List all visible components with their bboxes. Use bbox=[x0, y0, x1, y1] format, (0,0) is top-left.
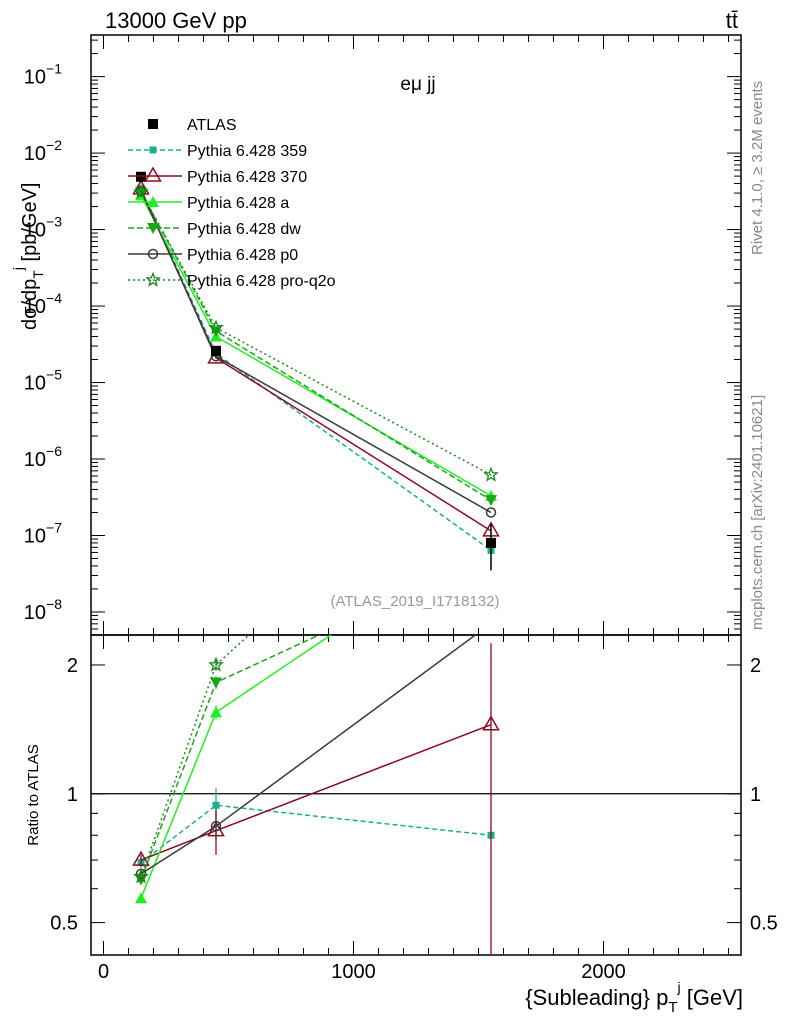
ratio-series-layer bbox=[91, 408, 741, 955]
header-process: tt̄ bbox=[726, 8, 738, 33]
y-tick-label: 10−6 bbox=[24, 443, 62, 471]
main-x-ticks bbox=[103, 35, 729, 635]
ratio-point-2 bbox=[210, 706, 222, 718]
ratio-y-tick-label: 1 bbox=[67, 784, 78, 806]
series-point-5 bbox=[133, 183, 149, 199]
ratio-point-3 bbox=[210, 677, 222, 689]
y-tick-exponent: −7 bbox=[46, 519, 62, 535]
y-tick-label: 10−8 bbox=[24, 596, 62, 624]
legend-label-5: Pythia 6.428 pro-q2o bbox=[187, 273, 336, 290]
series-line-4 bbox=[140, 190, 492, 514]
rivet-label: Rivet 4.1.0, ≥ 3.2M events bbox=[749, 81, 766, 255]
y-tick-exponent: −5 bbox=[46, 367, 62, 383]
y-tick-exponent: −4 bbox=[46, 290, 62, 306]
series-line-0 bbox=[140, 188, 492, 551]
legend-marker-2 bbox=[147, 196, 159, 207]
ratio-x-ticks: 0 1000 2000 bbox=[98, 635, 729, 983]
ratio-point-4 bbox=[487, 619, 496, 628]
ratio-point-1 bbox=[482, 715, 500, 731]
legend-label-1: Pythia 6.428 370 bbox=[187, 169, 307, 186]
legend-label-0: Pythia 6.428 359 bbox=[187, 143, 307, 160]
mcplots-label: mcplots.cern.ch [arXiv:2401.10621] bbox=[749, 395, 766, 630]
ratio-y-tick-label-right: 0.5 bbox=[750, 913, 778, 935]
x-tick-label: 0 bbox=[98, 961, 109, 983]
y-tick-label: 10−7 bbox=[24, 519, 62, 547]
ratio-point-2 bbox=[135, 892, 147, 904]
ratio-y-ticks: 0.5 0.5 1 1 2 2 bbox=[50, 655, 778, 935]
ratio-line-2 bbox=[140, 635, 333, 899]
legend-marker-5 bbox=[145, 271, 161, 287]
y-tick-exponent: −2 bbox=[46, 137, 62, 153]
y-tick-exponent: −3 bbox=[46, 214, 62, 230]
data-point bbox=[136, 171, 146, 182]
x-tick-label: 1000 bbox=[331, 961, 376, 983]
ratio-point-5 bbox=[208, 656, 224, 672]
ratio-y-axis-label: Ratio to ATLAS bbox=[25, 744, 42, 845]
main-series-layer bbox=[132, 171, 500, 571]
ratio-plot-frame bbox=[90, 634, 742, 956]
legend-label-data: ATLAS bbox=[187, 117, 237, 134]
series-line-1 bbox=[140, 188, 492, 532]
ratio-point-5 bbox=[133, 868, 149, 884]
series-line-5 bbox=[140, 191, 492, 476]
ratio-line-4 bbox=[140, 635, 477, 875]
ratio-point-0 bbox=[212, 801, 220, 809]
series-point-3 bbox=[485, 495, 497, 507]
legend-marker-data bbox=[148, 119, 158, 129]
legend-label-2: Pythia 6.428 a bbox=[187, 195, 289, 212]
main-y-ticks: 10−810−710−610−510−410−310−210−1 bbox=[24, 39, 741, 636]
y-tick-label: 10−2 bbox=[24, 137, 62, 165]
legend-marker-1 bbox=[144, 166, 162, 182]
y-tick-exponent: −1 bbox=[46, 61, 62, 77]
legend: ATLAS Pythia 6.428 359 Pythia 6.428 370 Pyt… bbox=[128, 117, 336, 290]
ratio-point-1 bbox=[132, 850, 150, 866]
ratio-y-tick-label: 2 bbox=[67, 655, 78, 677]
x-tick-label: 2000 bbox=[581, 961, 626, 983]
legend-label-3: Pythia 6.428 dw bbox=[187, 221, 301, 238]
ratio-line-0 bbox=[140, 804, 492, 864]
ratio-y-tick-label-right: 1 bbox=[750, 784, 761, 806]
header-energy: 13000 GeV pp bbox=[105, 8, 247, 33]
data-point bbox=[211, 345, 221, 356]
y-tick-label: 10−5 bbox=[24, 367, 62, 395]
series-line-2 bbox=[140, 195, 492, 497]
y-tick-label: 10−1 bbox=[24, 61, 62, 89]
legend-marker-0 bbox=[149, 146, 157, 154]
series-point-5 bbox=[208, 319, 224, 335]
analysis-watermark: (ATLAS_2019_I1718132) bbox=[330, 593, 499, 610]
legend-marker-4 bbox=[147, 248, 159, 260]
ratio-y-tick-label-right: 2 bbox=[750, 655, 761, 677]
ratio-point-4 bbox=[210, 820, 222, 832]
legend-marker-3 bbox=[147, 223, 159, 234]
ratio-point-5 bbox=[485, 408, 497, 420]
data-point bbox=[486, 537, 496, 548]
series-point-5 bbox=[483, 466, 499, 482]
plot-title: eμ jj bbox=[400, 74, 435, 95]
series-point-4 bbox=[485, 507, 497, 518]
series-line-3 bbox=[140, 191, 492, 501]
legend-label-4: Pythia 6.428 p0 bbox=[187, 247, 298, 264]
ratio-y-tick-label: 0.5 bbox=[50, 913, 78, 935]
x-axis-label: {Subleading} pTj [GeV] bbox=[525, 979, 743, 1016]
y-tick-exponent: −8 bbox=[46, 596, 62, 612]
y-tick-exponent: −6 bbox=[46, 443, 62, 459]
